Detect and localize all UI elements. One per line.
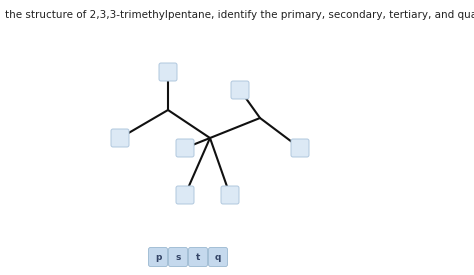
FancyBboxPatch shape <box>291 139 309 157</box>
FancyBboxPatch shape <box>168 248 188 266</box>
FancyBboxPatch shape <box>189 248 208 266</box>
FancyBboxPatch shape <box>159 63 177 81</box>
FancyBboxPatch shape <box>111 129 129 147</box>
FancyBboxPatch shape <box>209 248 228 266</box>
FancyBboxPatch shape <box>176 139 194 157</box>
FancyBboxPatch shape <box>148 248 167 266</box>
FancyBboxPatch shape <box>221 186 239 204</box>
Text: q: q <box>215 252 221 262</box>
FancyBboxPatch shape <box>231 81 249 99</box>
FancyBboxPatch shape <box>176 186 194 204</box>
Text: the structure of 2,3,3-trimethylpentane, identify the primary, secondary, tertia: the structure of 2,3,3-trimethylpentane,… <box>5 10 474 20</box>
Text: p: p <box>155 252 161 262</box>
Text: t: t <box>196 252 200 262</box>
Text: s: s <box>175 252 181 262</box>
